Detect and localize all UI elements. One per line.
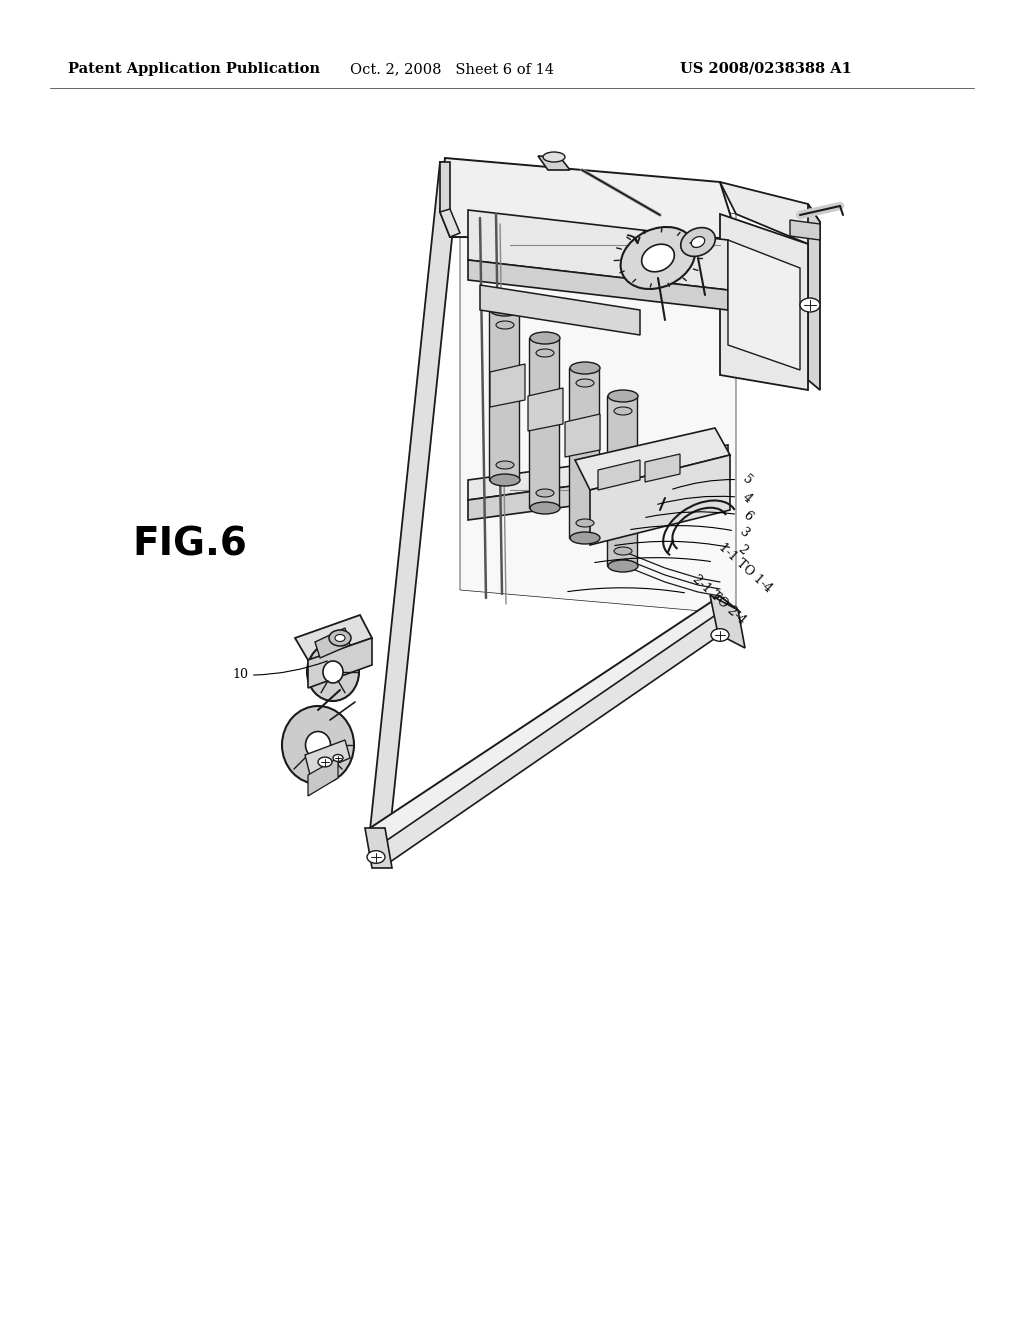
Ellipse shape bbox=[530, 333, 560, 345]
Ellipse shape bbox=[608, 560, 638, 572]
Ellipse shape bbox=[800, 298, 820, 312]
Polygon shape bbox=[598, 459, 640, 490]
Polygon shape bbox=[645, 454, 680, 482]
Polygon shape bbox=[468, 260, 728, 310]
Polygon shape bbox=[575, 428, 730, 490]
Ellipse shape bbox=[681, 227, 716, 256]
Text: Patent Application Publication: Patent Application Publication bbox=[68, 62, 319, 77]
Polygon shape bbox=[315, 628, 350, 657]
Ellipse shape bbox=[490, 304, 520, 315]
Polygon shape bbox=[370, 597, 740, 847]
Polygon shape bbox=[468, 465, 728, 520]
Ellipse shape bbox=[575, 519, 594, 527]
Ellipse shape bbox=[329, 630, 351, 645]
Polygon shape bbox=[440, 158, 736, 238]
Text: 6: 6 bbox=[646, 508, 755, 524]
Ellipse shape bbox=[642, 244, 675, 272]
Polygon shape bbox=[808, 205, 820, 389]
Polygon shape bbox=[590, 455, 730, 545]
Ellipse shape bbox=[543, 152, 565, 162]
Polygon shape bbox=[565, 414, 600, 457]
Polygon shape bbox=[528, 388, 563, 432]
Polygon shape bbox=[790, 220, 820, 240]
Ellipse shape bbox=[333, 755, 343, 762]
Polygon shape bbox=[295, 615, 372, 660]
Text: Oct. 2, 2008   Sheet 6 of 14: Oct. 2, 2008 Sheet 6 of 14 bbox=[350, 62, 554, 77]
Polygon shape bbox=[728, 240, 800, 370]
Text: 2-1 TO 2-4: 2-1 TO 2-4 bbox=[567, 573, 749, 627]
Ellipse shape bbox=[536, 488, 554, 498]
Ellipse shape bbox=[496, 321, 514, 329]
Text: 10: 10 bbox=[232, 661, 328, 681]
Polygon shape bbox=[480, 285, 640, 335]
Ellipse shape bbox=[307, 643, 359, 701]
Polygon shape bbox=[305, 741, 350, 775]
Ellipse shape bbox=[621, 227, 695, 289]
Ellipse shape bbox=[711, 628, 729, 642]
Polygon shape bbox=[380, 612, 730, 862]
Ellipse shape bbox=[608, 389, 638, 403]
Polygon shape bbox=[607, 396, 637, 566]
Polygon shape bbox=[529, 338, 559, 508]
Ellipse shape bbox=[536, 348, 554, 356]
Polygon shape bbox=[440, 209, 460, 238]
Ellipse shape bbox=[490, 474, 520, 486]
Ellipse shape bbox=[570, 362, 600, 374]
Polygon shape bbox=[468, 210, 728, 290]
Text: 1-1 TO 1-4: 1-1 TO 1-4 bbox=[595, 541, 774, 595]
Text: US 2008/0238388 A1: US 2008/0238388 A1 bbox=[680, 62, 852, 77]
Text: 3: 3 bbox=[631, 525, 752, 540]
Ellipse shape bbox=[570, 532, 600, 544]
Ellipse shape bbox=[323, 661, 343, 682]
Ellipse shape bbox=[305, 731, 331, 759]
Text: FIG.6: FIG.6 bbox=[132, 525, 248, 564]
Polygon shape bbox=[710, 595, 745, 648]
Polygon shape bbox=[490, 364, 525, 407]
Polygon shape bbox=[489, 310, 519, 480]
Ellipse shape bbox=[282, 706, 354, 784]
Polygon shape bbox=[308, 638, 372, 688]
Ellipse shape bbox=[691, 236, 705, 247]
Ellipse shape bbox=[335, 635, 345, 642]
Ellipse shape bbox=[496, 461, 514, 469]
Polygon shape bbox=[370, 162, 460, 830]
Polygon shape bbox=[308, 758, 338, 796]
Ellipse shape bbox=[367, 850, 385, 863]
Ellipse shape bbox=[318, 758, 332, 767]
Text: 4: 4 bbox=[657, 491, 755, 506]
Ellipse shape bbox=[614, 546, 632, 554]
Polygon shape bbox=[370, 601, 736, 843]
Ellipse shape bbox=[530, 502, 560, 513]
Polygon shape bbox=[468, 445, 728, 500]
Polygon shape bbox=[720, 182, 820, 244]
Polygon shape bbox=[440, 162, 450, 213]
Ellipse shape bbox=[575, 379, 594, 387]
Polygon shape bbox=[720, 214, 808, 389]
Polygon shape bbox=[538, 156, 570, 170]
Text: 2: 2 bbox=[614, 541, 750, 557]
Polygon shape bbox=[460, 162, 736, 614]
Text: 5: 5 bbox=[673, 473, 755, 490]
Polygon shape bbox=[569, 368, 599, 539]
Ellipse shape bbox=[614, 407, 632, 414]
Polygon shape bbox=[365, 828, 392, 869]
